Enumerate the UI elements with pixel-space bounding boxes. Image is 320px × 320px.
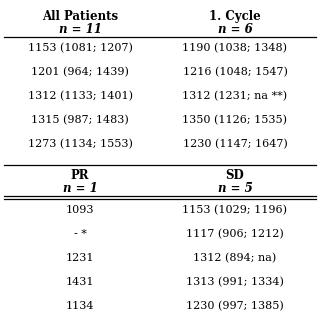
Text: 1230 (997; 1385): 1230 (997; 1385) bbox=[186, 301, 284, 311]
Text: n = 1: n = 1 bbox=[63, 182, 97, 195]
Text: All Patients: All Patients bbox=[42, 10, 118, 23]
Text: n = 5: n = 5 bbox=[218, 182, 252, 195]
Text: 1350 (1126; 1535): 1350 (1126; 1535) bbox=[182, 115, 287, 125]
Text: SD: SD bbox=[226, 169, 244, 182]
Text: 1. Cycle: 1. Cycle bbox=[209, 10, 261, 23]
Text: 1216 (1048; 1547): 1216 (1048; 1547) bbox=[183, 67, 287, 77]
Text: 1312 (1231; na **): 1312 (1231; na **) bbox=[182, 91, 288, 101]
Text: 1315 (987; 1483): 1315 (987; 1483) bbox=[31, 115, 129, 125]
Text: 1230 (1147; 1647): 1230 (1147; 1647) bbox=[183, 139, 287, 149]
Text: 1134: 1134 bbox=[66, 301, 94, 311]
Text: n = 6: n = 6 bbox=[218, 23, 252, 36]
Text: 1201 (964; 1439): 1201 (964; 1439) bbox=[31, 67, 129, 77]
Text: 1273 (1134; 1553): 1273 (1134; 1553) bbox=[28, 139, 132, 149]
Text: 1190 (1038; 1348): 1190 (1038; 1348) bbox=[182, 43, 287, 53]
Text: 1231: 1231 bbox=[66, 253, 94, 263]
Text: n = 11: n = 11 bbox=[59, 23, 101, 36]
Text: 1153 (1029; 1196): 1153 (1029; 1196) bbox=[182, 205, 287, 215]
Text: 1431: 1431 bbox=[66, 277, 94, 287]
Text: 1153 (1081; 1207): 1153 (1081; 1207) bbox=[28, 43, 132, 53]
Text: 1313 (991; 1334): 1313 (991; 1334) bbox=[186, 277, 284, 287]
Text: - *: - * bbox=[74, 229, 86, 239]
Text: 1117 (906; 1212): 1117 (906; 1212) bbox=[186, 229, 284, 239]
Text: 1312 (894; na): 1312 (894; na) bbox=[193, 253, 276, 263]
Text: 1312 (1133; 1401): 1312 (1133; 1401) bbox=[28, 91, 132, 101]
Text: 1093: 1093 bbox=[66, 205, 94, 215]
Text: PR: PR bbox=[71, 169, 89, 182]
